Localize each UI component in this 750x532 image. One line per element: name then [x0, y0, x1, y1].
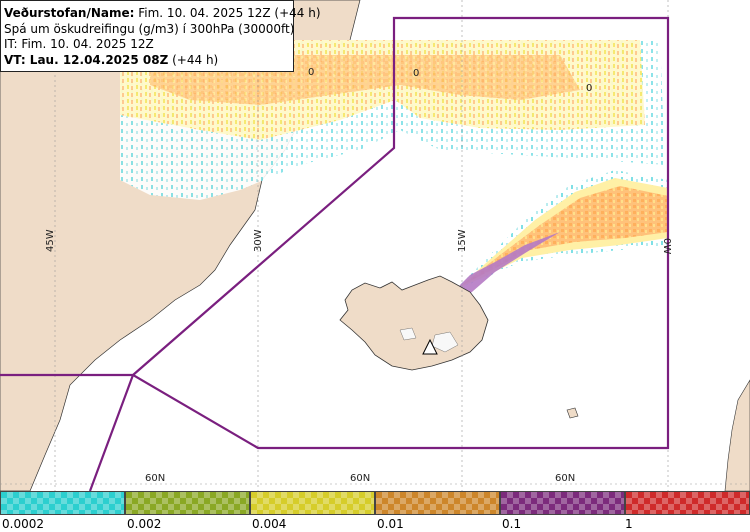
legend-swatch-4 — [500, 491, 625, 515]
legend-label-3: 0.01 — [377, 517, 404, 531]
legend-swatch-2 — [250, 491, 375, 515]
lat-label-60n: 60N — [350, 473, 370, 484]
legend-label-2: 0.004 — [252, 517, 287, 531]
concentration-legend: 0.0002 0.002 0.004 0.01 0.1 1 — [0, 491, 750, 532]
legend-swatch-0 — [0, 491, 125, 515]
volcano-marker-icon[interactable] — [422, 338, 438, 355]
header-line-3: IT: Fim. 10. 04. 2025 12Z — [4, 37, 154, 51]
contour-label: 0 — [308, 67, 314, 78]
lon-label-0w: 0W — [661, 238, 672, 254]
legend-swatch-1 — [125, 491, 250, 515]
contour-label: 0 — [413, 68, 419, 79]
iceland-land — [339, 275, 489, 371]
contour-label: 0 — [586, 83, 592, 94]
model-domain-outline — [0, 16, 670, 492]
legend-swatch-3 — [375, 491, 500, 515]
lon-label-45w: 45W — [45, 229, 56, 252]
lon-label-30w: 30W — [253, 229, 264, 252]
legend-label-1: 0.002 — [127, 517, 162, 531]
header-line-2: Spá um öskudreifingu (g/m3) í 300hPa (30… — [4, 21, 295, 36]
scandinavia-edge — [724, 379, 750, 492]
legend-label-4: 0.1 — [502, 517, 522, 531]
lat-label-60n: 60N — [555, 473, 575, 484]
header-line-1: Veðurstofan/Name: Fim. 10. 04. 2025 12Z … — [4, 6, 321, 20]
lon-label-15w: 15W — [457, 229, 468, 252]
forecast-info-box: Veðurstofan/Name: Fim. 10. 04. 2025 12Z … — [0, 0, 321, 72]
legend-label-5: 1 — [625, 517, 633, 531]
lat-label-60n: 60N — [145, 473, 165, 484]
legend-swatch-5 — [625, 491, 750, 515]
legend-label-0: 0.0002 — [2, 517, 44, 531]
glacier — [399, 327, 417, 341]
ash-plume-orange — [462, 186, 668, 285]
faroe-island — [566, 407, 579, 419]
header-line-4: VT: Lau. 12.04.2025 08Z (+44 h) — [4, 52, 219, 67]
